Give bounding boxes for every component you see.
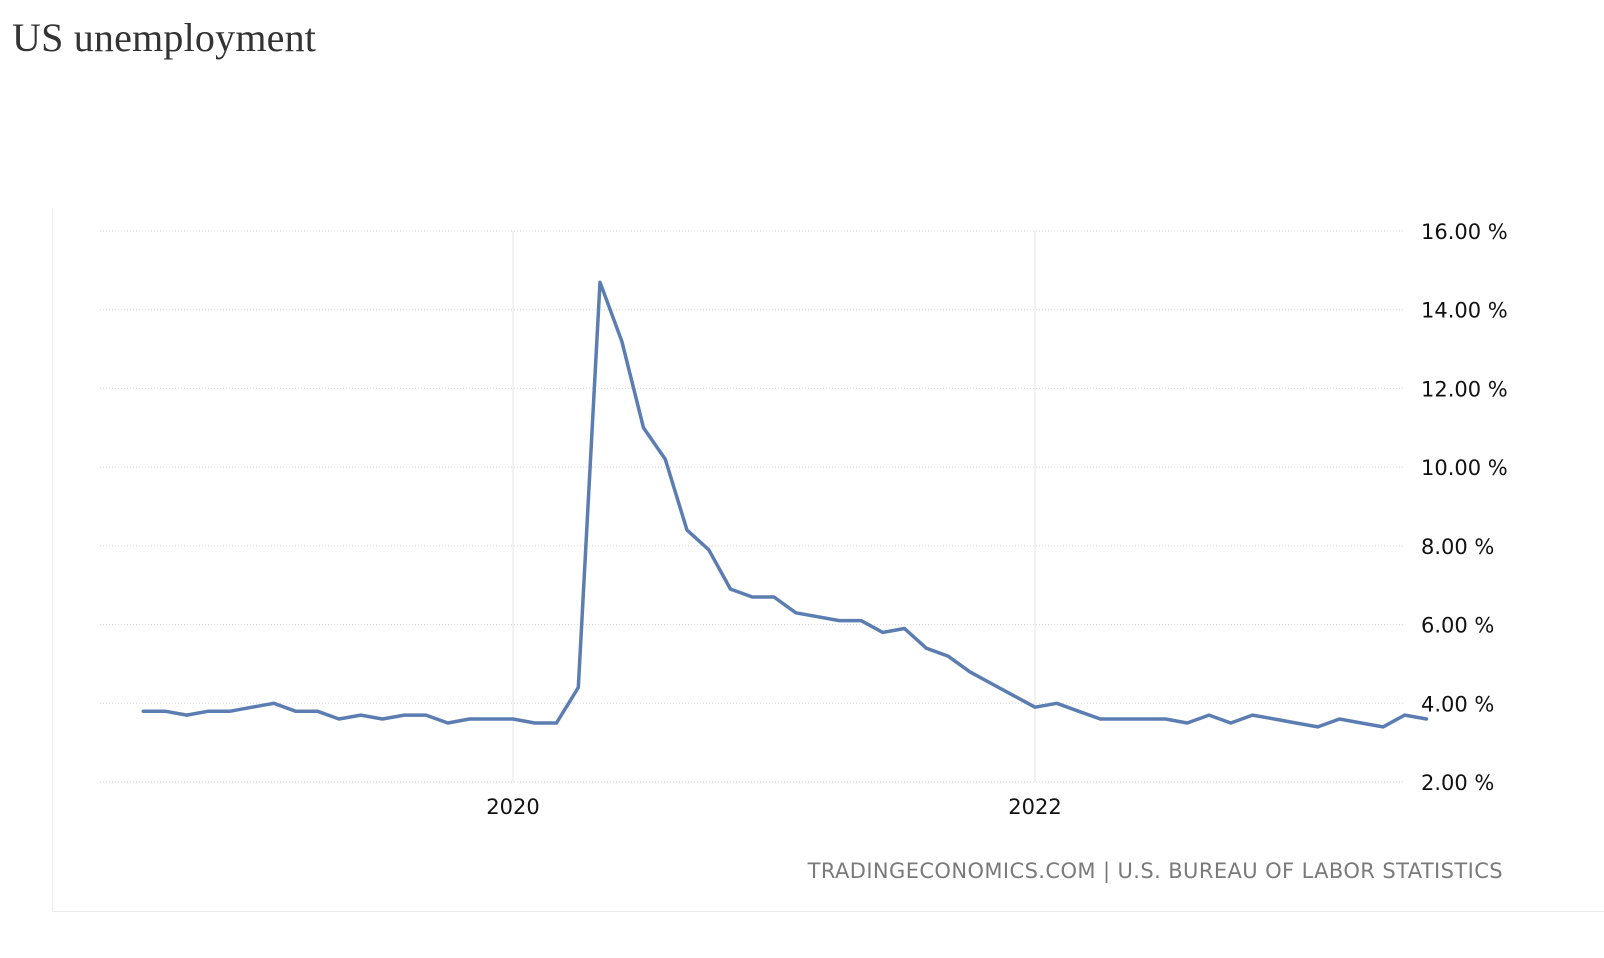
x-tick-label: 2020 [486,795,539,819]
data-point[interactable] [1424,716,1430,722]
data-point[interactable] [1402,712,1408,718]
y-tick-label: 16.00 % [1421,220,1508,244]
data-point[interactable] [749,594,755,600]
data-point[interactable] [445,720,451,726]
y-axis-ticks: 2.00 % 4.00 % 6.00 % 8.00 % 10.00 % 12.00 % 14… [1421,220,1508,795]
data-point[interactable] [1141,716,1147,722]
data-point[interactable] [923,645,929,651]
y-tick-label: 10.00 % [1421,456,1508,480]
line-chart: 2.00 % 4.00 % 6.00 % 8.00 % 10.00 % 12.00 % 14… [100,220,1508,884]
data-point[interactable] [249,704,255,710]
data-point[interactable] [880,629,886,635]
data-point[interactable] [532,720,538,726]
data-point[interactable] [1380,724,1386,730]
data-point[interactable] [1250,712,1256,718]
data-point[interactable] [771,594,777,600]
data-point[interactable] [945,653,951,659]
y-tick-label: 4.00 % [1421,692,1494,716]
grid-lines [100,230,1405,783]
data-point[interactable] [641,425,647,431]
data-point[interactable] [793,610,799,616]
data-point[interactable] [293,708,299,714]
data-point[interactable] [597,279,603,285]
data-point[interactable] [989,681,995,687]
data-point[interactable] [380,716,386,722]
data-point[interactable] [423,712,429,718]
data-point[interactable] [1032,704,1038,710]
data-point[interactable] [1163,716,1169,722]
data-point[interactable] [314,708,320,714]
data-point[interactable] [1358,720,1364,726]
data-point[interactable] [858,618,864,624]
data-point[interactable] [684,527,690,533]
data-point[interactable] [271,700,277,706]
data-point[interactable] [1315,724,1321,730]
y-tick-label: 2.00 % [1421,771,1494,795]
data-point[interactable] [1054,700,1060,706]
data-point[interactable] [510,716,516,722]
data-point[interactable] [902,626,908,632]
data-point[interactable] [554,720,560,726]
source-credit: TRADINGECONOMICS.COM | U.S. BUREAU OF LA… [807,859,1503,884]
data-point[interactable] [1097,716,1103,722]
data-point[interactable] [706,547,712,553]
page-title: US unemployment [12,15,317,60]
chart-card: 2.00 % 4.00 % 6.00 % 8.00 % 10.00 % 12.00 % 14… [52,208,1604,912]
data-point[interactable] [575,685,581,691]
x-axis-ticks: 2020 2022 [486,795,1061,819]
data-point[interactable] [358,712,364,718]
x-tick-label: 2022 [1008,795,1061,819]
data-point[interactable] [140,708,146,714]
data-point[interactable] [815,614,821,620]
data-point[interactable] [967,669,973,675]
data-point[interactable] [1228,720,1234,726]
data-point[interactable] [206,708,212,714]
series-group [140,279,1430,730]
data-point[interactable] [1337,716,1343,722]
data-point[interactable] [227,708,233,714]
data-point[interactable] [184,712,190,718]
data-point[interactable] [1119,716,1125,722]
data-point[interactable] [1271,716,1277,722]
data-point[interactable] [836,618,842,624]
data-point[interactable] [401,712,407,718]
data-point[interactable] [662,456,668,462]
data-point[interactable] [1293,720,1299,726]
data-point[interactable] [1010,692,1016,698]
data-point[interactable] [728,586,734,592]
data-point[interactable] [1076,708,1082,714]
y-tick-label: 6.00 % [1421,614,1494,638]
series-line [141,280,1429,729]
data-point[interactable] [336,716,342,722]
data-point[interactable] [488,716,494,722]
data-point[interactable] [1206,712,1212,718]
y-tick-label: 14.00 % [1421,299,1508,323]
data-point[interactable] [162,708,168,714]
data-point[interactable] [619,338,625,344]
data-point[interactable] [467,716,473,722]
y-tick-label: 12.00 % [1421,377,1508,401]
data-point[interactable] [1184,720,1190,726]
y-tick-label: 8.00 % [1421,535,1494,559]
